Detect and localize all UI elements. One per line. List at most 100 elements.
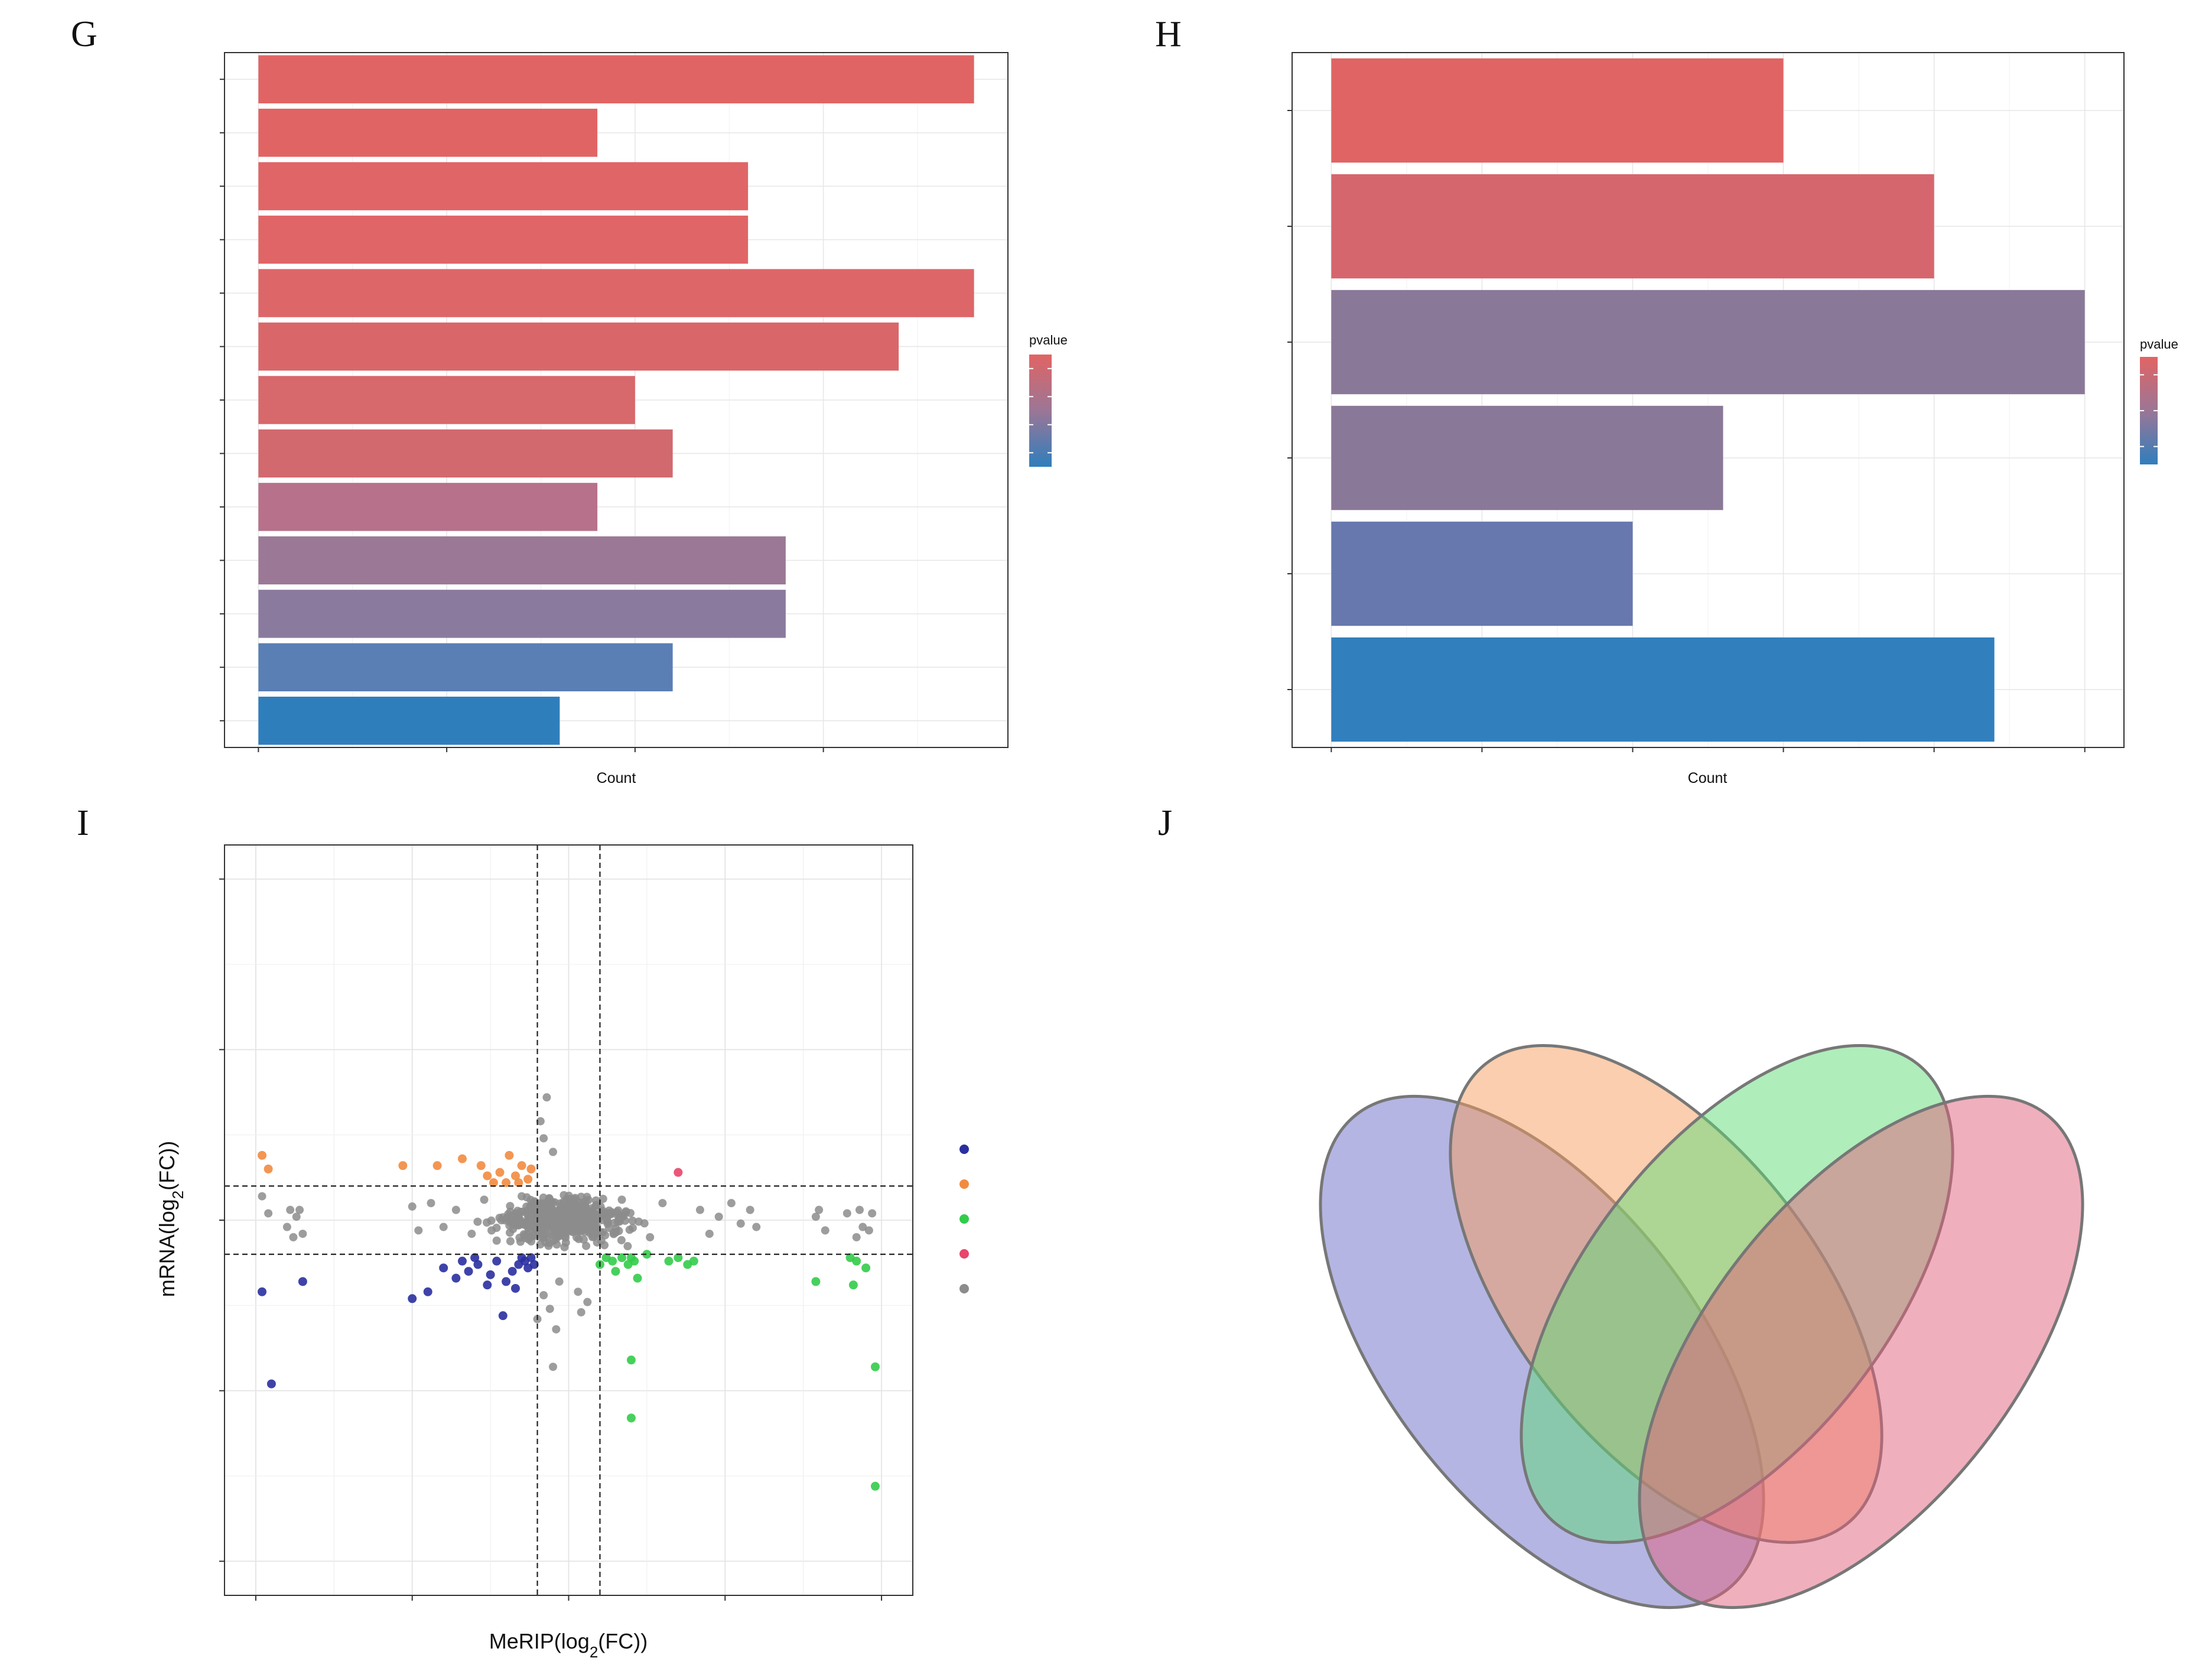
point-na <box>487 1226 496 1235</box>
point-na <box>574 1288 583 1296</box>
point-merip-down-mrna-up <box>523 1175 533 1184</box>
point-merip-down-mrna-down <box>258 1287 267 1296</box>
venn-set-mrna-down <box>1638 1094 2084 1610</box>
legend-key-merip-down-mrna-up <box>959 1179 969 1189</box>
point-na <box>640 1219 649 1228</box>
point-na <box>467 1230 476 1238</box>
point-na <box>858 1223 867 1231</box>
point-merip-down-mrna-up <box>476 1161 486 1171</box>
point-merip-up-mrna-down <box>861 1263 871 1273</box>
point-na <box>646 1233 655 1241</box>
point-na <box>427 1199 435 1208</box>
point-merip-down-mrna-down <box>298 1277 307 1286</box>
panel-g-x-ticks <box>258 747 824 752</box>
point-na <box>746 1205 754 1214</box>
legend-key-merip-up-mrna-up <box>959 1249 969 1259</box>
point-na <box>538 1228 547 1237</box>
point-na <box>539 1291 548 1299</box>
panel-j: J <box>1158 803 2084 1610</box>
point-na <box>593 1223 601 1231</box>
point-na <box>572 1224 581 1233</box>
point-na <box>515 1221 523 1230</box>
point-na <box>492 1236 501 1245</box>
point-na <box>574 1234 583 1243</box>
point-merip-down-mrna-down <box>439 1263 448 1273</box>
bar-regulation-of-lipolysis-in-adipocytes <box>1331 521 1633 626</box>
point-na <box>598 1194 607 1203</box>
point-na <box>815 1205 824 1214</box>
panel-h-category-labels <box>1287 110 1292 690</box>
point-na <box>483 1218 492 1227</box>
point-na <box>736 1219 745 1228</box>
panel-g-legend-colorbar <box>1029 355 1052 467</box>
point-na <box>549 1147 558 1156</box>
point-na <box>752 1223 761 1231</box>
point-merip-up-mrna-down <box>811 1277 821 1286</box>
point-merip-down-mrna-up <box>510 1171 520 1181</box>
point-na <box>628 1216 637 1225</box>
panel-h-bars <box>1331 58 2085 742</box>
point-merip-down-mrna-up <box>517 1161 526 1171</box>
point-merip-up-mrna-down <box>617 1253 627 1262</box>
point-merip-down-mrna-down <box>498 1311 508 1321</box>
point-na <box>811 1212 820 1221</box>
point-na <box>695 1205 704 1214</box>
point-na <box>289 1233 298 1241</box>
point-merip-up-mrna-down <box>611 1267 620 1276</box>
bar-regulation-of-lipolysis-in-adipocytes <box>258 108 598 157</box>
point-na <box>577 1308 585 1316</box>
point-merip-up-mrna-down <box>633 1273 642 1283</box>
bar-polycomb-repressive-complex <box>1331 405 1723 511</box>
point-merip-down-mrna-down <box>266 1379 276 1389</box>
point-na <box>549 1219 558 1228</box>
panel-h-legend-ticks <box>2140 374 2158 447</box>
point-merip-up-mrna-down <box>689 1256 698 1266</box>
point-merip-down-mrna-down <box>510 1283 520 1293</box>
point-na <box>500 1216 509 1225</box>
legend-key-merip-up-mrna-down <box>959 1214 969 1224</box>
point-merip-down-mrna-up <box>495 1168 505 1177</box>
point-na <box>414 1226 423 1235</box>
legend-key-merip-down-mrna-down <box>959 1145 969 1154</box>
point-merip-down-mrna-down <box>529 1260 539 1269</box>
point-na <box>298 1230 307 1238</box>
point-na <box>658 1199 667 1208</box>
legend-key-na <box>959 1284 969 1293</box>
panel-g-category-labels <box>220 79 225 721</box>
point-merip-down-mrna-up <box>432 1161 442 1171</box>
point-merip-down-mrna-down <box>526 1253 536 1262</box>
panel-g: G Count pvalue <box>71 14 1068 786</box>
panel-g-letter: G <box>71 14 97 54</box>
point-merip-up-mrna-down <box>674 1253 683 1262</box>
bar-camp-signaling-pathway <box>258 590 786 638</box>
point-na <box>596 1202 605 1211</box>
bar-ampk-signaling-pathway <box>258 429 673 478</box>
point-na <box>542 1093 551 1102</box>
bar-insulin-signaling-pathway <box>258 215 749 264</box>
point-merip-up-mrna-down <box>870 1481 880 1491</box>
point-merip-down-mrna-up <box>258 1150 267 1160</box>
point-na <box>588 1206 597 1215</box>
point-na <box>549 1363 558 1371</box>
bar-lysine-degradation <box>1331 58 1784 163</box>
point-na <box>596 1212 604 1221</box>
point-na <box>852 1233 861 1241</box>
point-na <box>583 1298 592 1306</box>
point-na <box>552 1325 561 1334</box>
point-merip-down-mrna-down <box>502 1277 511 1286</box>
point-na <box>529 1218 538 1227</box>
point-na <box>617 1195 626 1204</box>
panel-g-legend-ticks <box>1029 368 1052 454</box>
point-na <box>591 1196 600 1205</box>
point-na <box>821 1226 830 1235</box>
point-na <box>536 1117 545 1126</box>
point-merip-down-mrna-down <box>473 1260 483 1269</box>
point-na <box>282 1223 291 1231</box>
point-na <box>864 1226 873 1235</box>
point-na <box>589 1233 598 1241</box>
point-na <box>408 1202 417 1211</box>
point-merip-down-mrna-down <box>408 1294 417 1303</box>
bar-breast-cancer <box>1331 174 1934 279</box>
panel-g-x-title: Count <box>597 770 636 786</box>
